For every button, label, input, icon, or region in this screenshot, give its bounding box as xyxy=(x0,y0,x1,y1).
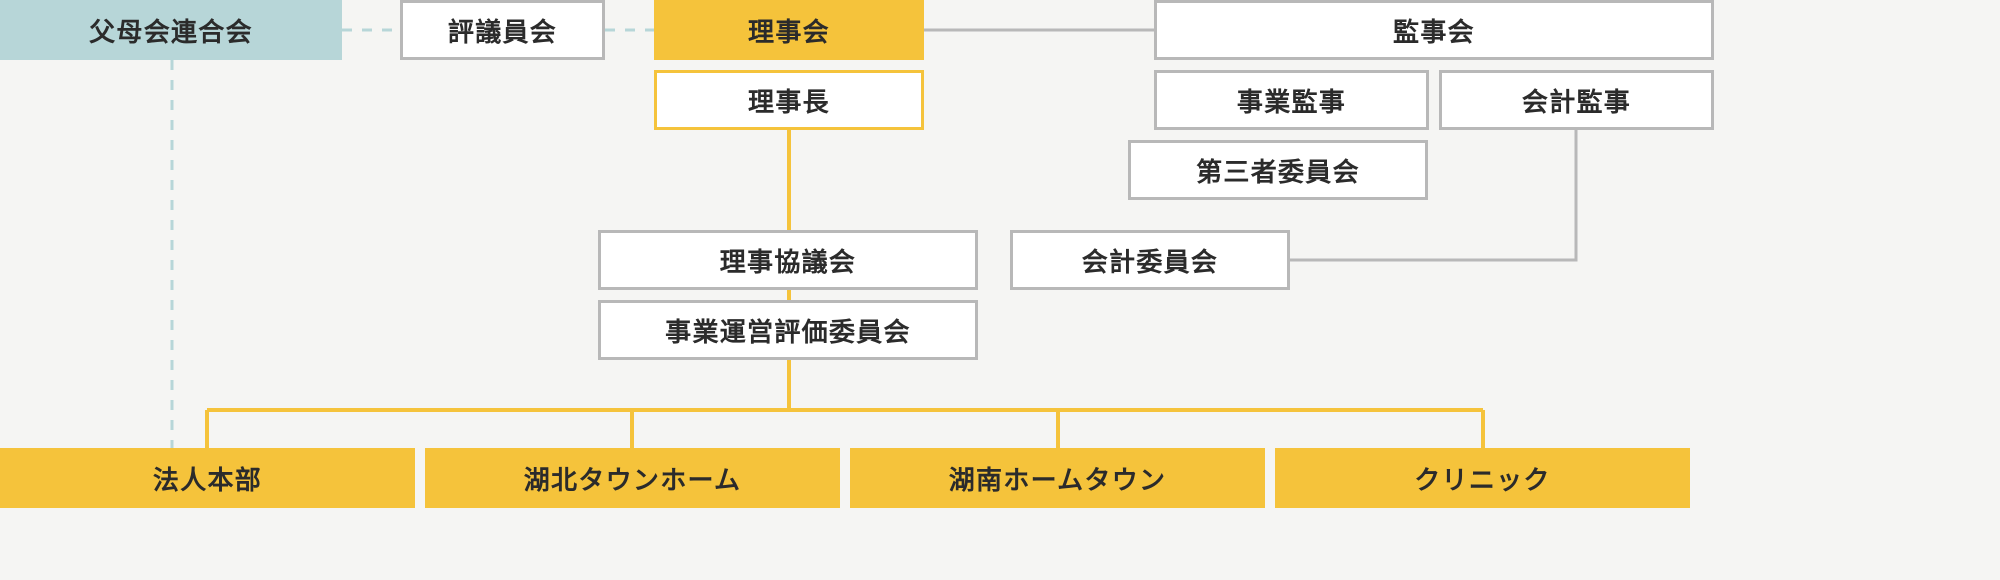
node-kaikei_k: 会計監事 xyxy=(1439,70,1714,130)
node-riji: 理事会 xyxy=(654,0,924,60)
node-riji_kyo: 理事協議会 xyxy=(598,230,978,290)
node-kohoku: 湖北タウンホーム xyxy=(425,448,840,508)
node-rijicho: 理事長 xyxy=(654,70,924,130)
node-kaikei_i: 会計委員会 xyxy=(1010,230,1290,290)
node-clinic: クリニック xyxy=(1275,448,1690,508)
node-honbu: 法人本部 xyxy=(0,448,415,508)
node-kanji: 監事会 xyxy=(1154,0,1714,60)
node-jigyo_k: 事業監事 xyxy=(1154,70,1429,130)
org-chart: 父母会連合会評議員会理事会 監事会理事長 事業監事会計監事第三者委員会理事協議会会計… xyxy=(0,0,2000,580)
node-hyogi: 評議員会 xyxy=(400,0,605,60)
node-jigyo_u: 事業運営評価委員会 xyxy=(598,300,978,360)
node-daisan: 第三者委員会 xyxy=(1128,140,1428,200)
node-fubo: 父母会連合会 xyxy=(0,0,342,60)
node-konan: 湖南ホームタウン xyxy=(850,448,1265,508)
